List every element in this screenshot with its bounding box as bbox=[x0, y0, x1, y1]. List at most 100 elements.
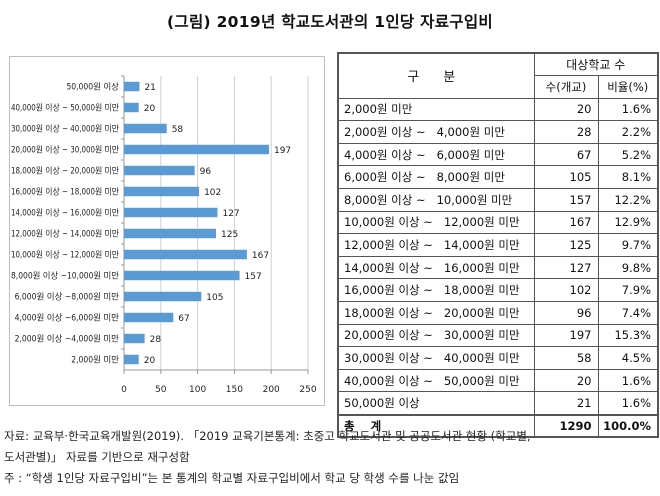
bar bbox=[124, 81, 140, 92]
bar bbox=[124, 123, 167, 134]
row-count: 20 bbox=[533, 97, 599, 122]
x-tick-label: 100 bbox=[189, 385, 206, 395]
row-count: 96 bbox=[533, 301, 599, 325]
header-ratio: 비율(%) bbox=[597, 75, 659, 99]
table-row: 10,000원 이상 ~ 12,000원 미만 167 12.9% bbox=[337, 210, 659, 235]
row-count: 102 bbox=[533, 278, 599, 303]
row-category: 12,000원 이상 ~ 14,000원 미만 bbox=[337, 233, 535, 257]
row-count: 105 bbox=[533, 165, 599, 190]
row-ratio: 9.8% bbox=[597, 255, 659, 280]
notes: 자료: 교육부·한국교육개발원(2019). 「2019 교육기본통계: 초중고… bbox=[4, 426, 660, 489]
header-category: 구 분 bbox=[337, 52, 535, 99]
source-line-1: 자료: 교육부·한국교육개발원(2019). 「2019 교육기본통계: 초중고… bbox=[4, 429, 531, 443]
total-row: 총 계 1290 100.0% bbox=[337, 413, 659, 438]
row-category: 8,000원 이상 ~ 10,000원 미만 bbox=[337, 188, 535, 212]
table-row: 2,000원 이상 ~ 4,000원 미만 28 2.2% bbox=[337, 120, 659, 144]
row-count: 167 bbox=[533, 210, 599, 235]
bar-value-label: 197 bbox=[274, 146, 291, 156]
bar bbox=[124, 207, 218, 218]
row-category: 18,000원 이상 ~ 20,000원 미만 bbox=[337, 301, 535, 325]
bar-value-label: 127 bbox=[222, 209, 239, 219]
table-row: 4,000원 이상 ~ 6,000원 미만 67 5.2% bbox=[337, 142, 659, 167]
row-ratio: 1.6% bbox=[597, 97, 659, 122]
table-row: 16,000원 이상 ~ 18,000원 미만 102 7.9% bbox=[337, 278, 659, 303]
table-row: 12,000원 이상 ~ 14,000원 미만 125 9.7% bbox=[337, 233, 659, 257]
bar bbox=[124, 228, 216, 239]
bar-value-label: 28 bbox=[150, 335, 162, 345]
figure-title: (그림) 2019년 학교도서관의 1인당 자료구입비 bbox=[167, 13, 493, 31]
table-row: 20,000원 이상 ~ 30,000원 미만 197 15.3% bbox=[337, 323, 659, 348]
bar-value-label: 157 bbox=[245, 272, 262, 282]
x-tick-label: 250 bbox=[299, 385, 316, 395]
bar bbox=[124, 333, 145, 344]
row-category: 20,000원 이상 ~ 30,000원 미만 bbox=[337, 323, 535, 348]
category-label: 2,000원 미만 bbox=[71, 356, 119, 366]
bar-value-label: 58 bbox=[172, 125, 184, 135]
table-row: 6,000원 이상 ~ 8,000원 미만 105 8.1% bbox=[337, 165, 659, 190]
bar bbox=[124, 312, 174, 323]
bar-value-label: 125 bbox=[221, 230, 238, 240]
row-category: 총 계 bbox=[337, 413, 535, 438]
table-row: 14,000원 이상 ~ 16,000원 미만 127 9.8% bbox=[337, 255, 659, 280]
bar bbox=[124, 186, 200, 197]
x-tick-label: 0 bbox=[121, 385, 127, 395]
category-label: 14,000원 이상 ~ 16,000원 미만 bbox=[11, 208, 119, 219]
row-ratio: 100.0% bbox=[597, 413, 659, 438]
bar-chart-svg: 0 50 100 150 200 250 20 2,000원 미만 28 2,000원 이상 ~4… bbox=[11, 75, 317, 395]
category-label: 12,000원 이상 ~ 14,000원 미만 bbox=[11, 229, 119, 240]
bar-value-label: 20 bbox=[144, 104, 156, 114]
x-tick-label: 50 bbox=[155, 385, 167, 395]
row-category: 30,000원 이상 ~ 40,000원 미만 bbox=[337, 346, 535, 370]
table-row: 18,000원 이상 ~ 20,000원 미만 96 7.4% bbox=[337, 301, 659, 325]
table-row: 40,000원 이상 ~ 50,000원 미만 20 1.6% bbox=[337, 368, 659, 393]
row-ratio: 1.6% bbox=[597, 368, 659, 393]
category-label: 40,000원 이상 ~ 50,000원 미만 bbox=[11, 103, 119, 114]
table-row: 8,000원 이상 ~ 10,000원 미만 157 12.2% bbox=[337, 188, 659, 212]
row-ratio: 5.2% bbox=[597, 142, 659, 167]
row-category: 14,000원 이상 ~ 16,000원 미만 bbox=[337, 255, 535, 280]
row-ratio: 7.4% bbox=[597, 301, 659, 325]
header-target-schools: 대상학교 수 bbox=[533, 52, 659, 77]
x-tick-label: 200 bbox=[263, 385, 280, 395]
category-label: 4,000원 이상 ~6,000원 미만 bbox=[15, 313, 120, 324]
row-count: 67 bbox=[533, 142, 599, 167]
row-count: 197 bbox=[533, 323, 599, 348]
bar bbox=[124, 102, 139, 113]
row-count: 58 bbox=[533, 346, 599, 370]
category-label: 8,000원 이상 ~10,000원 미만 bbox=[11, 271, 119, 282]
row-count: 20 bbox=[533, 368, 599, 393]
data-table: 구 분 대상학교 수 수(개교) 비율(%) 2,000원 미만 20 1.6% 2,… bbox=[337, 52, 659, 439]
row-category: 2,000원 이상 ~ 4,000원 미만 bbox=[337, 120, 535, 144]
bar bbox=[124, 354, 139, 365]
row-ratio: 4.5% bbox=[597, 346, 659, 370]
category-label: 10,000원 이상 ~ 12,000원 미만 bbox=[11, 250, 119, 261]
category-label: 16,000원 이상 ~ 18,000원 미만 bbox=[11, 187, 119, 198]
header-count: 수(개교) bbox=[533, 75, 599, 99]
row-count: 125 bbox=[533, 233, 599, 257]
row-count: 28 bbox=[533, 120, 599, 144]
category-label: 20,000원 이상 ~ 30,000원 미만 bbox=[11, 145, 119, 156]
bar-value-label: 21 bbox=[144, 83, 155, 93]
bar bbox=[124, 165, 195, 176]
bar-chart: 0 50 100 150 200 250 20 2,000원 미만 28 2,000원 이상 ~4… bbox=[9, 56, 325, 406]
bar-value-label: 20 bbox=[144, 356, 156, 366]
row-count: 21 bbox=[533, 391, 599, 415]
table-row: 50,000원 이상 21 1.6% bbox=[337, 391, 659, 415]
row-category: 40,000원 이상 ~ 50,000원 미만 bbox=[337, 368, 535, 393]
row-ratio: 7.9% bbox=[597, 278, 659, 303]
category-label: 50,000원 이상 bbox=[66, 82, 119, 93]
row-count: 127 bbox=[533, 255, 599, 280]
row-count: 157 bbox=[533, 188, 599, 212]
row-category: 10,000원 이상 ~ 12,000원 미만 bbox=[337, 210, 535, 235]
row-ratio: 12.2% bbox=[597, 188, 659, 212]
row-category: 16,000원 이상 ~ 18,000원 미만 bbox=[337, 278, 535, 303]
row-category: 50,000원 이상 bbox=[337, 391, 535, 415]
row-category: 4,000원 이상 ~ 6,000원 미만 bbox=[337, 142, 535, 167]
bar-value-label: 102 bbox=[204, 188, 221, 198]
row-category: 6,000원 이상 ~ 8,000원 미만 bbox=[337, 165, 535, 190]
row-count: 1290 bbox=[533, 413, 599, 438]
source-line-2: 도서관별)」 자료를 기반으로 재구성함 bbox=[4, 450, 190, 464]
bar bbox=[124, 144, 269, 155]
row-ratio: 15.3% bbox=[597, 323, 659, 348]
bar bbox=[124, 270, 240, 281]
